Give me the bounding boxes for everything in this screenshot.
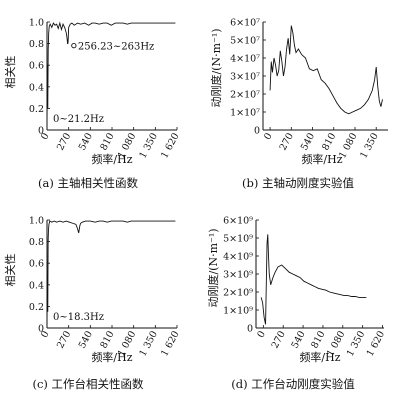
x-tick-label: 270 [270,329,288,350]
x-tick-label: 270 [55,329,73,350]
y-tick-label: 0 [38,126,44,137]
x-tick-label: 810 [98,131,116,152]
annotation-label: 0~21.2Hz [53,114,104,125]
x-tick-label: 1 620 [159,131,181,160]
y-tick-label: 2×10⁷ [230,90,260,101]
x-tick-label: 270 [278,131,296,152]
x-tick-label: 810 [320,131,338,152]
y-tick-label: 0.6 [29,61,44,72]
chart-caption: (c) 工作台相关性函数 [32,377,144,391]
y-tick-label: 0.8 [29,237,44,248]
y-tick-label: 0.4 [29,280,44,291]
x-tick-label: 0 [39,131,52,142]
x-axis-label: 频率/Hz [91,152,132,166]
chart-c-correlation: 0 270 540 810 1 080 1 350 1 62000.20.40.60.81.… [3,216,182,392]
x-tick-label: 810 [309,329,327,350]
chart-caption: (a) 主轴相关性函数 [38,176,138,190]
x-tick-label: 540 [77,329,95,350]
y-tick-label: 0 [254,126,260,137]
y-tick-label: 3×10⁹ [223,270,253,281]
x-tick-label: 1 350 [345,329,367,358]
x-tick-label: 0 [39,329,52,340]
y-axis-label: 动刚度/(N·m⁻¹) [206,228,220,307]
x-tick-label: 0 [262,131,275,142]
x-tick-label: 1 350 [137,131,159,160]
y-tick-label: 0.8 [29,39,44,50]
y-tick-label: 2×10⁹ [223,288,253,299]
chart-a-correlation: 0 270 540 810 1 080 1 350 1 62000.20.40.60.81.… [3,18,182,191]
x-axis-label: 频率/Hz [299,350,340,364]
x-tick-label: 270 [55,131,73,152]
y-tick-label: 4×10⁷ [230,54,260,65]
chart-caption: (b) 主轴动刚度实验值 [242,176,354,190]
x-tick-label: 0 [255,329,268,340]
y-axis-label: 动刚度/(N·m⁻¹) [209,28,223,107]
y-tick-label: 5×10⁷ [230,36,260,47]
y-tick-label: 5×10⁹ [223,234,253,245]
x-tick-label: 1 350 [137,329,159,358]
y-tick-label: 6×10⁷ [230,18,260,29]
y-tick-label: 3×10⁷ [230,72,260,83]
y-tick-label: 0.2 [29,302,44,313]
annotation-marker [71,42,77,49]
x-tick-label: 1 620 [159,329,181,358]
y-axis-label: 相关性 [3,254,17,287]
y-tick-label: 0.2 [29,104,44,115]
x-tick-label: 810 [98,329,116,350]
x-tick-label: 1 620 [365,329,387,358]
series-line [46,21,176,128]
y-tick-label: 0 [247,324,253,335]
series-line [260,234,367,325]
series-line [46,220,176,326]
y-tick-label: 1×10⁹ [223,306,253,317]
x-tick-label: 540 [290,329,308,350]
x-tick-label: 1 350 [358,131,380,160]
y-tick-label: 1.0 [29,18,44,29]
chart-caption: (d) 工作台动刚度实验值 [231,377,355,391]
y-tick-label: 1×10⁷ [230,108,260,119]
y-tick-label: 0 [38,324,44,335]
x-tick-label: 540 [299,131,317,152]
annotation-label: 256.23~263Hz [78,42,154,53]
annotation-label: 0~18.3Hz [53,312,104,323]
y-tick-label: 1.0 [29,216,44,227]
x-tick-label: 540 [77,131,95,152]
x-axis-label: 频率/Hz [91,350,132,364]
x-axis-label: 频率/Hz [301,152,342,166]
y-tick-label: 6×10⁹ [223,216,253,227]
y-tick-label: 4×10⁹ [223,252,253,263]
y-tick-label: 0.4 [29,82,44,93]
y-tick-label: 0.6 [29,259,44,270]
series-line [269,25,383,115]
y-axis-label: 相关性 [3,56,17,89]
